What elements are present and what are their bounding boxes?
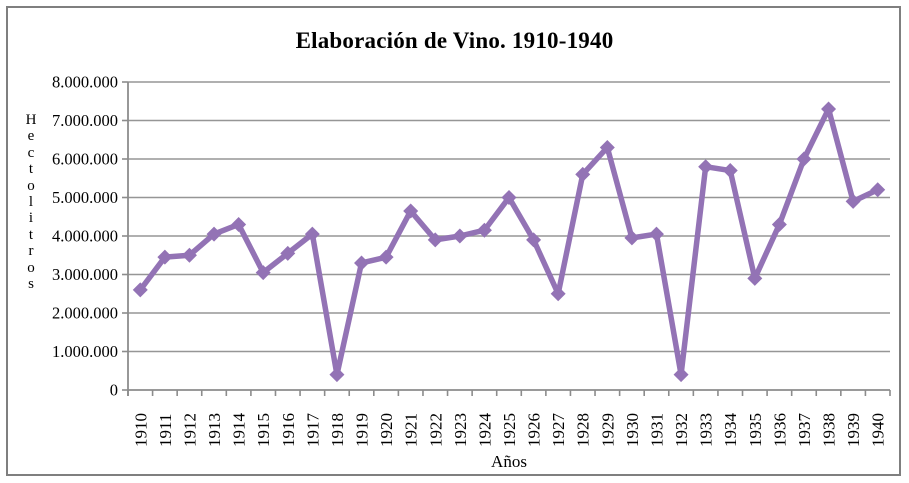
x-tick-label: 1927 — [549, 413, 568, 448]
x-tick-label: 1918 — [328, 413, 347, 447]
chart-frame — [6, 6, 901, 476]
x-tick-label: 1926 — [525, 413, 544, 447]
x-tick-label: 1935 — [746, 413, 765, 447]
data-point-marker — [329, 367, 345, 383]
x-tick-label: 1916 — [279, 413, 298, 447]
x-tick-label: 1919 — [353, 413, 372, 447]
y-tick-label: 5.000.000 — [52, 188, 118, 207]
data-point-marker — [452, 228, 468, 244]
data-point-marker — [280, 245, 296, 261]
x-tick-label: 1933 — [697, 413, 716, 447]
data-point-marker — [673, 367, 689, 383]
data-point-marker — [821, 101, 837, 117]
chart-title: Elaboración de Vino. 1910-1940 — [295, 28, 614, 53]
data-point-marker — [255, 265, 271, 281]
data-point-marker — [747, 270, 763, 286]
x-tick-label: 1911 — [156, 414, 175, 447]
x-tick-label: 1913 — [205, 413, 224, 447]
data-point-marker — [206, 226, 222, 242]
x-tick-label: 1937 — [795, 413, 814, 448]
x-tick-label: 1925 — [500, 413, 519, 447]
data-point-marker — [526, 232, 542, 248]
x-tick-label: 1938 — [820, 413, 839, 447]
y-tick-label: 8.000.000 — [52, 73, 118, 92]
data-point-marker — [157, 249, 173, 265]
y-tick-label: 7.000.000 — [52, 111, 118, 130]
x-tick-label: 1910 — [131, 413, 150, 447]
x-tick-label: 1928 — [574, 413, 593, 447]
data-point-marker — [722, 163, 738, 179]
x-tick-label: 1931 — [647, 413, 666, 447]
data-point-marker — [304, 226, 320, 242]
data-point-marker — [378, 249, 394, 265]
data-point-marker — [550, 286, 566, 302]
x-tick-label: 1929 — [598, 413, 617, 447]
y-tick-label: 1.000.000 — [52, 342, 118, 361]
x-tick-label: 1922 — [426, 413, 445, 447]
data-point-marker — [698, 159, 714, 175]
x-tick-label: 1920 — [377, 413, 396, 447]
x-tick-label: 1940 — [869, 413, 888, 447]
data-point-marker — [132, 282, 148, 298]
data-point-marker — [403, 203, 419, 219]
data-point-marker — [624, 230, 640, 246]
data-point-marker — [845, 193, 861, 209]
y-tick-label: 0 — [110, 381, 118, 400]
x-tick-label: 1924 — [475, 413, 494, 448]
x-axis-title: Años — [491, 452, 527, 471]
x-tick-label: 1912 — [180, 413, 199, 447]
data-point-marker — [796, 151, 812, 167]
y-tick-label: 2.000.000 — [52, 304, 118, 323]
data-point-marker — [181, 247, 197, 263]
x-tick-label: 1936 — [770, 413, 789, 447]
y-tick-label: 4.000.000 — [52, 227, 118, 246]
data-point-marker — [476, 222, 492, 238]
x-tick-label: 1917 — [303, 413, 322, 448]
x-tick-label: 1914 — [230, 413, 249, 448]
data-point-marker — [231, 216, 247, 232]
data-point-marker — [427, 232, 443, 248]
y-tick-label: 6.000.000 — [52, 150, 118, 169]
data-point-marker — [870, 182, 886, 198]
x-tick-label: 1934 — [721, 413, 740, 448]
data-point-marker — [501, 190, 517, 205]
x-tick-label: 1915 — [254, 413, 273, 447]
data-series-line — [137, 106, 881, 378]
x-tick-label: 1932 — [672, 413, 691, 447]
y-axis-title: H e c t o l i t r o s — [25, 112, 37, 293]
data-point-marker — [354, 255, 370, 271]
data-point-marker — [771, 216, 787, 232]
x-tick-label: 1921 — [402, 413, 421, 447]
x-tick-label: 1923 — [451, 413, 470, 447]
data-point-marker — [599, 139, 615, 155]
data-point-marker — [575, 166, 591, 182]
y-tick-label: 3.000.000 — [52, 265, 118, 284]
x-tick-label: 1930 — [623, 413, 642, 447]
x-tick-label: 1939 — [844, 413, 863, 447]
data-point-marker — [648, 226, 664, 242]
